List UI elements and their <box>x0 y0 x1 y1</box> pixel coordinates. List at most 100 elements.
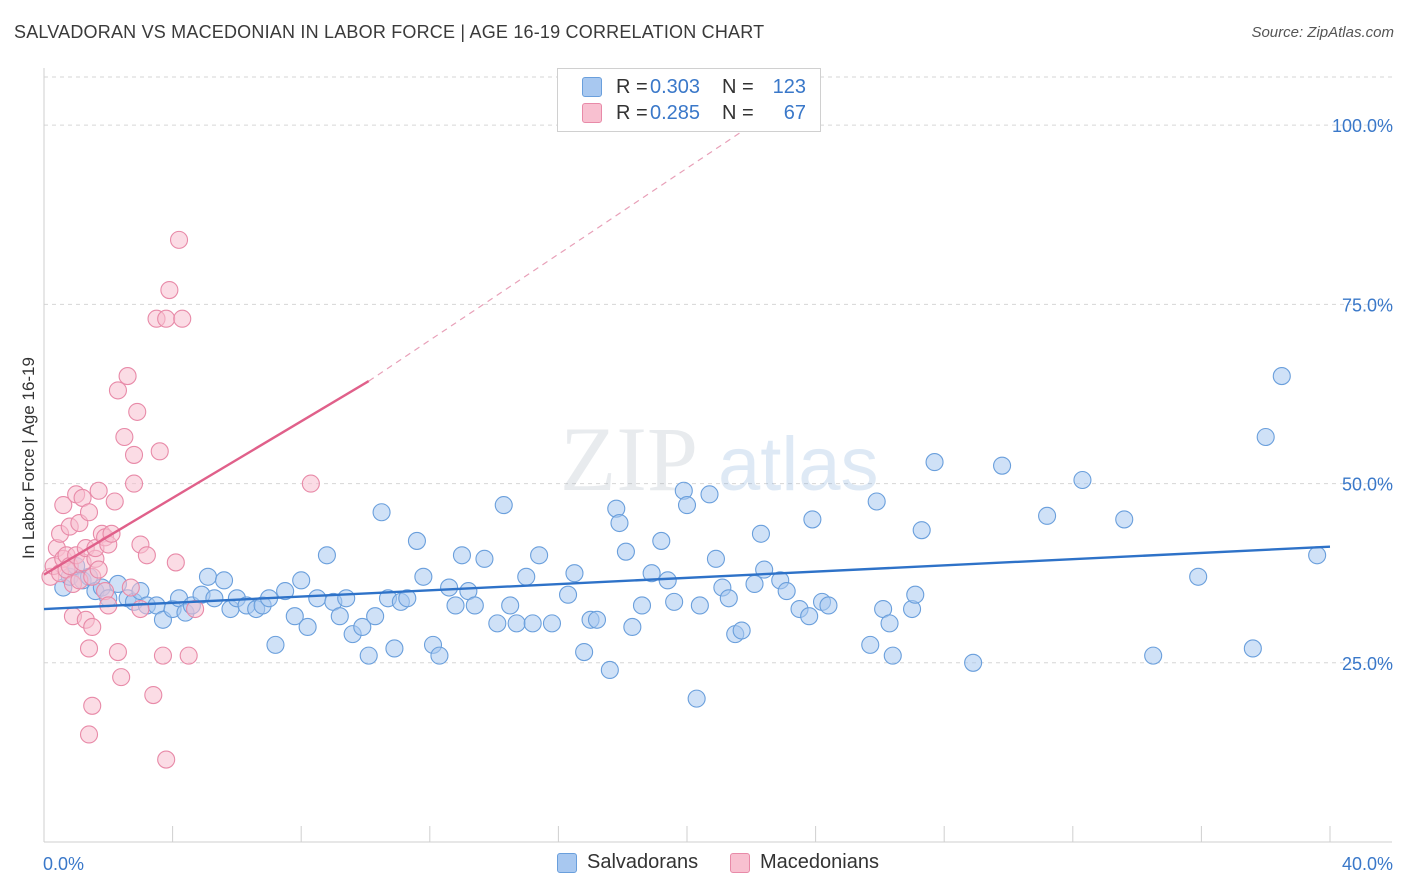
salvadoran-point <box>575 642 594 662</box>
salvadoran-point <box>494 496 513 515</box>
salvadoran-point <box>687 689 706 708</box>
x-tick-label-max: 40.0% <box>1342 854 1393 874</box>
salvadoran-trend-line <box>43 545 1331 611</box>
macedonian-point <box>54 496 73 515</box>
correlation-legend: R = 0.303 N = 123 R = 0.285 N = 67 <box>557 68 821 132</box>
salvadoran-point <box>610 513 629 533</box>
legend-swatch-pink <box>730 852 750 873</box>
salvadoran-point <box>1115 510 1134 529</box>
salvadoran-point <box>359 646 378 665</box>
r-value: 0.285 <box>650 101 701 124</box>
salvadoran-point <box>642 564 661 583</box>
macedonian-point <box>79 725 99 744</box>
salvadoran-point <box>912 521 931 540</box>
salvadoran-point <box>298 617 317 637</box>
n-label: N = <box>722 101 754 124</box>
y-tick-label: 25.0% <box>1342 654 1393 674</box>
salvadoran-point <box>1073 470 1092 490</box>
macedonian-point <box>137 546 156 565</box>
macedonian-point <box>83 696 102 715</box>
salvadoran-point <box>665 592 684 611</box>
macedonian-point <box>79 503 99 522</box>
watermark-zip: ZIP <box>560 408 698 510</box>
salvadoran-point <box>777 582 796 601</box>
salvadoran-point <box>414 567 433 586</box>
salvadoran-point <box>430 646 449 665</box>
macedonian-point <box>105 492 124 511</box>
macedonian-trend-line <box>43 380 370 576</box>
macedonian-point <box>128 402 147 421</box>
macedonian-point <box>108 642 127 662</box>
macedonian-point <box>124 445 144 464</box>
macedonian-point <box>124 474 144 493</box>
salvadoran-point <box>452 546 472 565</box>
salvadoran-point <box>1243 639 1262 658</box>
macedonian-point <box>108 381 127 400</box>
macedonian-point <box>160 280 179 300</box>
salvadoran-point <box>1308 546 1327 565</box>
y-tick-label: 50.0% <box>1342 475 1393 495</box>
macedonian-point <box>157 309 176 328</box>
salvadoran-point <box>1256 427 1275 447</box>
macedonian-point <box>144 686 163 705</box>
r-value: 0.303 <box>650 75 701 98</box>
macedonian-point <box>173 309 192 328</box>
salvadoran-point <box>658 571 677 590</box>
salvadoran-point <box>198 567 218 586</box>
salvadoran-point <box>1272 367 1291 386</box>
macedonian-trend-extension <box>368 124 752 382</box>
bottom-legend-macedonians[interactable]: Macedonians <box>730 851 879 874</box>
salvadoran-point <box>880 614 899 633</box>
salvadoran-point <box>285 607 304 626</box>
x-tick-label-min: 0.0% <box>43 854 84 874</box>
salvadoran-point <box>732 621 751 640</box>
salvadoran-point <box>867 492 886 511</box>
salvadoran-point <box>542 614 562 633</box>
salvadoran-point <box>446 596 465 615</box>
salvadoran-point <box>558 585 578 604</box>
macedonian-point <box>150 442 169 461</box>
salvadoran-point <box>906 585 925 604</box>
salvadoran-point <box>330 607 349 626</box>
macedonian-point <box>115 427 134 447</box>
macedonians-points <box>41 230 320 769</box>
chart-title: SALVADORAN VS MACEDONIAN IN LABOR FORCE … <box>14 22 765 42</box>
n-label: N = <box>722 75 754 98</box>
legend-row-salvadorans: R = 0.303 N = 123 <box>582 74 806 100</box>
axes <box>43 68 1392 843</box>
macedonian-point <box>112 668 131 687</box>
legend-swatch-blue <box>582 77 602 97</box>
salvadoran-point <box>398 589 417 608</box>
salvadoran-point <box>883 646 902 665</box>
salvadoran-point <box>507 614 526 633</box>
salvadoran-point <box>372 503 391 522</box>
macedonian-point <box>179 646 198 665</box>
salvadoran-point <box>652 531 671 550</box>
salvadoran-point <box>700 485 719 504</box>
salvadoran-point <box>440 578 459 597</box>
salvadoran-point <box>565 564 584 583</box>
n-value: 123 <box>772 75 806 98</box>
y-tick-labels: 25.0% 50.0% 75.0% 100.0% <box>1332 116 1393 674</box>
trend-lines <box>43 124 1331 611</box>
bottom-legend-salvadorans[interactable]: Salvadorans <box>557 851 698 874</box>
salvadoran-point <box>292 571 311 590</box>
legend-swatch-blue <box>557 852 577 873</box>
macedonian-point <box>83 617 102 637</box>
salvadoran-point <box>214 571 234 590</box>
salvadoran-point <box>819 596 838 615</box>
watermark: ZIP atlas <box>560 408 879 510</box>
salvadoran-point <box>337 589 356 608</box>
salvadoran-point <box>501 596 520 615</box>
salvadoran-point <box>751 524 770 543</box>
macedonian-point <box>79 639 99 658</box>
salvadoran-point <box>1038 506 1057 525</box>
macedonian-point <box>153 646 173 665</box>
salvadoran-point <box>308 589 327 608</box>
salvadoran-point <box>407 531 426 550</box>
salvadoran-point <box>706 549 725 568</box>
salvadoran-point <box>1144 646 1163 665</box>
salvadoran-point <box>475 549 494 568</box>
r-label: R = <box>616 101 648 124</box>
